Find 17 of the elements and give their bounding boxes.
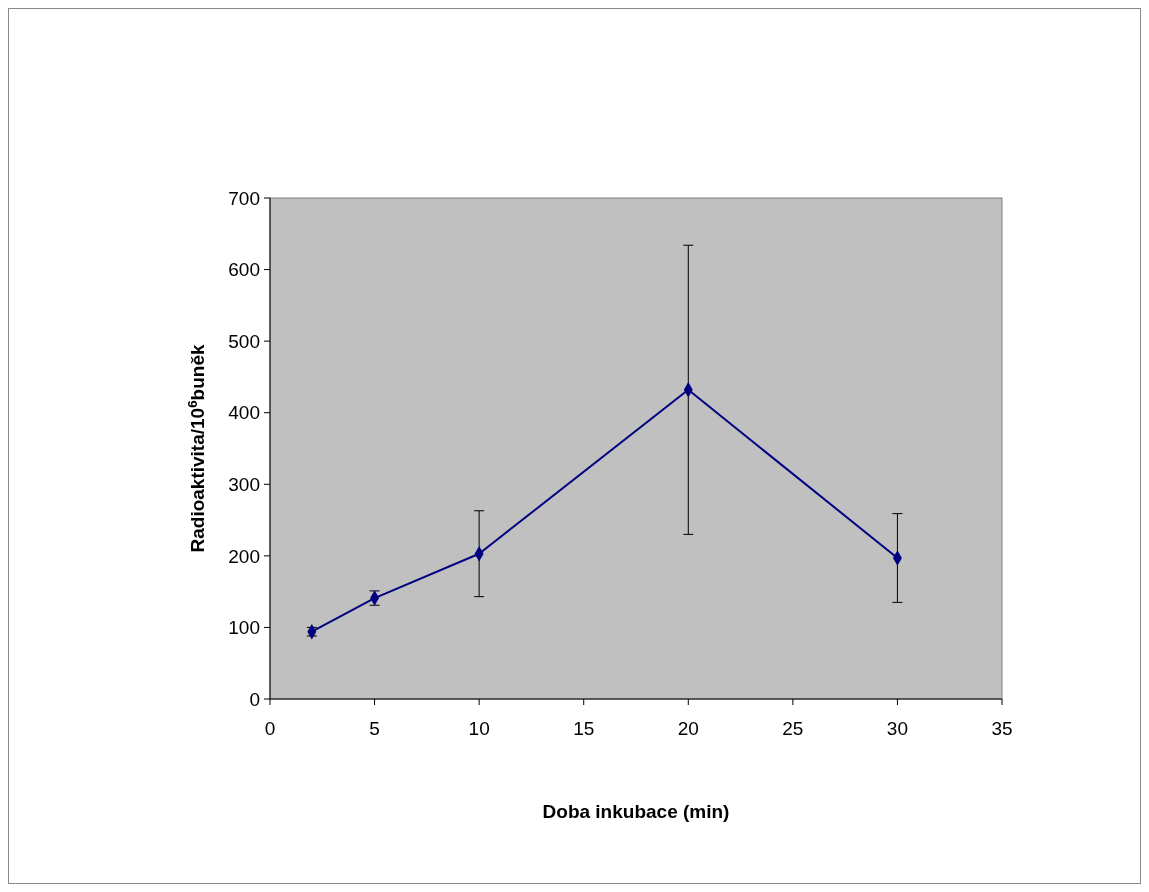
- x-axis-title: Doba inkubace (min): [542, 801, 730, 822]
- y-tick-label: 600: [228, 259, 260, 281]
- y-tick-label: 0: [249, 688, 260, 710]
- y-tick-label: 100: [228, 617, 260, 639]
- x-tick-label: 25: [782, 718, 804, 739]
- y-tick-label: 200: [228, 545, 260, 567]
- x-tick-label: 35: [991, 718, 1013, 739]
- x-tick-label: 0: [264, 718, 276, 739]
- y-tick-label: 400: [228, 402, 260, 424]
- x-tick-label: 30: [886, 718, 908, 739]
- y-tick-label: 500: [228, 330, 260, 352]
- y-tick-label: 700: [228, 187, 260, 209]
- x-tick-label: 5: [369, 718, 380, 739]
- x-tick-label: 20: [677, 718, 699, 739]
- y-tick-label: 300: [228, 473, 260, 495]
- x-tick-label: 15: [573, 718, 595, 739]
- x-tick-label: 10: [468, 718, 490, 739]
